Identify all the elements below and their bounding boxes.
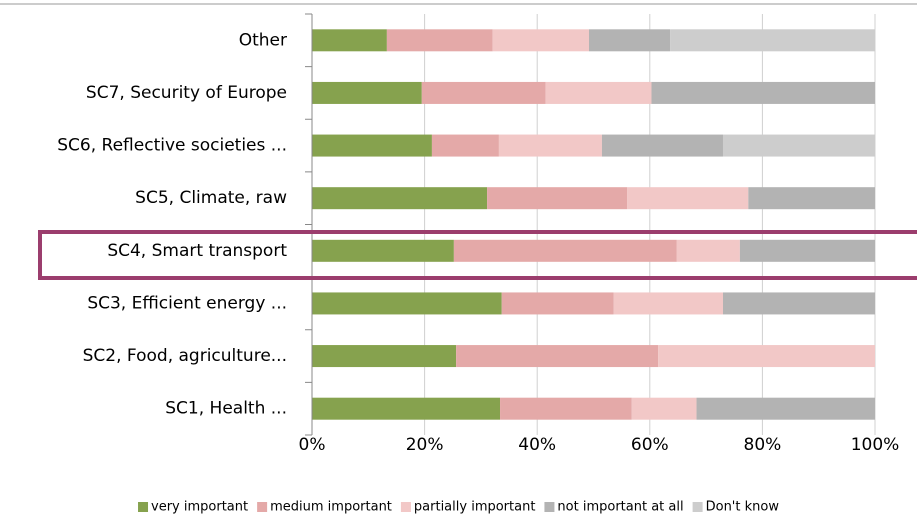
- x-tick-label: 100%: [851, 435, 900, 455]
- legend-swatch: [257, 502, 268, 512]
- bar-segment: [498, 134, 602, 157]
- x-tick-label: 80%: [744, 435, 782, 455]
- bar-segment: [676, 239, 740, 262]
- y-category-label: SC2, Food, agriculture...: [83, 346, 287, 366]
- bar-segment: [588, 29, 671, 52]
- bar-segment: [613, 292, 723, 315]
- bar-segment: [501, 292, 614, 315]
- bar-segment: [386, 29, 493, 52]
- x-tick-label: 20%: [406, 435, 444, 455]
- bar-segment: [312, 292, 502, 315]
- y-category-label: SC6, Reflective societies ...: [57, 136, 287, 156]
- bar-segment: [456, 345, 659, 368]
- legend-label: not important at all: [557, 500, 683, 515]
- legend-label: partially important: [414, 500, 536, 515]
- bar-segment: [670, 29, 875, 52]
- bar-segment: [312, 239, 454, 262]
- bar-segment: [722, 292, 875, 315]
- bar-segment: [627, 187, 749, 210]
- y-category-label: SC4, Smart transport: [107, 241, 287, 261]
- bar-segment: [500, 397, 632, 420]
- x-tick-label: 0%: [299, 435, 326, 455]
- bar-segment: [312, 134, 432, 157]
- legend-swatch: [400, 502, 411, 512]
- bar-segment: [421, 81, 546, 104]
- y-category-label: SC7, Security of Europe: [86, 83, 287, 103]
- bar-segment: [312, 29, 387, 52]
- bar-segment: [601, 134, 723, 157]
- bar-segment: [312, 345, 457, 368]
- bar-segment: [631, 397, 697, 420]
- x-tick-label: 60%: [631, 435, 669, 455]
- bar-segment: [312, 187, 488, 210]
- bar-segment: [545, 81, 652, 104]
- y-category-label: SC3, Efficient energy ...: [87, 293, 287, 313]
- bar-segment: [748, 187, 875, 210]
- y-category-label: SC5, Climate, raw: [135, 188, 287, 208]
- x-tick-label: 40%: [518, 435, 556, 455]
- legend-label: Don't know: [706, 500, 780, 515]
- legend-swatch: [544, 502, 555, 512]
- bar-segment: [312, 397, 501, 420]
- legend-label: medium important: [270, 500, 392, 515]
- bar-segment: [453, 239, 677, 262]
- y-category-label: Other: [239, 30, 287, 50]
- highlight-box: [38, 230, 917, 280]
- bar-segment: [492, 29, 589, 52]
- legend-swatch: [138, 502, 149, 512]
- y-category-label: SC1, Health ...: [165, 399, 287, 419]
- bar-segment: [739, 239, 875, 262]
- bar-segment: [722, 134, 875, 157]
- bar-segment: [312, 81, 422, 104]
- legend-label: very important: [151, 500, 248, 515]
- legend-swatch: [692, 502, 703, 512]
- bar-segment: [651, 81, 875, 104]
- legend: very important medium important partially …: [138, 500, 779, 515]
- bar-segment: [658, 345, 875, 368]
- bar-segment: [487, 187, 628, 210]
- plot: 0% 20% 40% 60% 80% 100% Other SC7, Security of …: [57, 13, 900, 515]
- bar-segment: [431, 134, 499, 157]
- bar-segment: [696, 397, 875, 420]
